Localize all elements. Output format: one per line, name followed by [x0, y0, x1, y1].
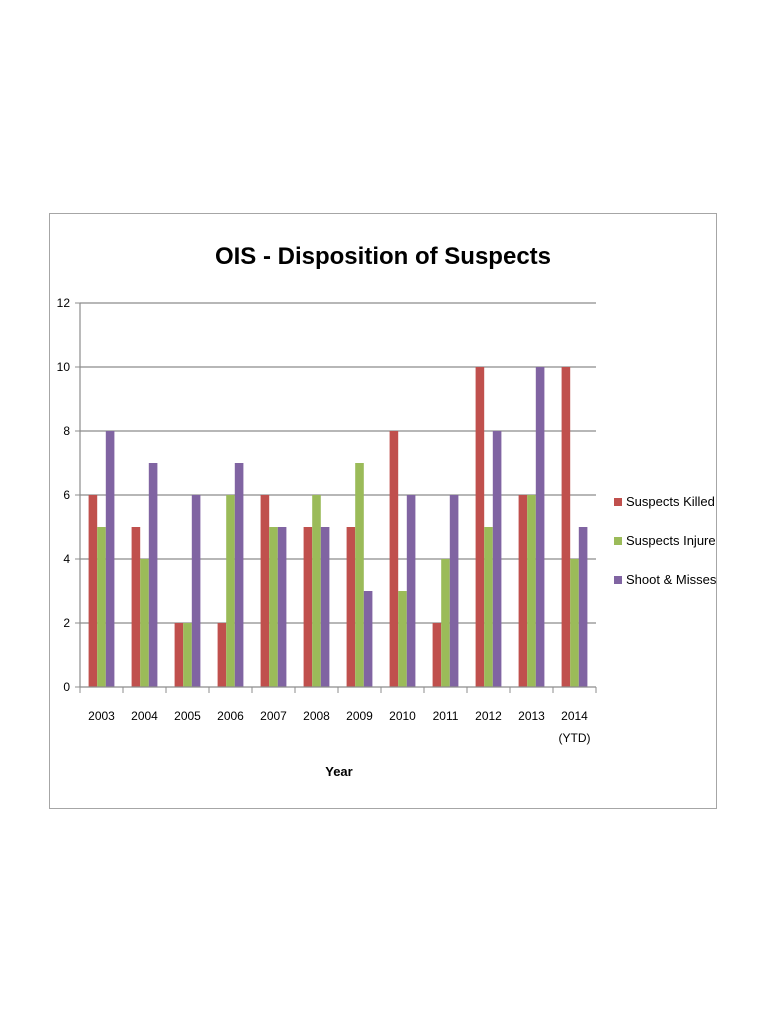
bars	[88, 367, 588, 687]
axes	[79, 303, 597, 693]
legend-swatch-suspects-injured	[614, 537, 622, 545]
x-tick-label: 2003	[88, 709, 115, 723]
chart-svg: OIS - Disposition of Suspects 024681012 …	[57, 243, 716, 779]
bar-suspects-injured-2014-YTD-	[570, 559, 579, 687]
bar-suspects-injured-2006	[226, 495, 235, 687]
bar-suspects-injured-2008	[312, 495, 321, 687]
x-tick-label: (YTD)	[559, 731, 591, 745]
bar-shoot-misses-2013	[535, 367, 545, 687]
y-tick-label: 0	[63, 680, 70, 694]
x-tick-label: 2010	[389, 709, 416, 723]
legend-swatch-suspects-killed	[614, 498, 622, 506]
y-tick-label: 6	[63, 488, 70, 502]
x-axis-title: Year	[325, 764, 352, 779]
y-tick-label: 8	[63, 424, 70, 438]
legend-swatch-shoot-misses	[614, 576, 622, 584]
x-axis-tick-labels: 2003 2004 2005 2006 2007 2008 2009 2010 2011 2012…	[88, 709, 590, 745]
bar-shoot-misses-2006	[234, 463, 244, 687]
bar-shoot-misses-2009	[363, 591, 373, 687]
y-axis-tick-labels: 0 2 4 6 8 10 12	[57, 296, 71, 694]
bar-suspects-killed-2007	[260, 495, 270, 687]
y-tick-label: 2	[63, 616, 70, 630]
bar-suspects-killed-2006	[217, 623, 227, 687]
bar-suspects-killed-2008	[303, 527, 313, 687]
bar-suspects-injured-2011	[441, 559, 450, 687]
x-tick-label: 2014	[561, 709, 588, 723]
legend-label: Suspects Killed	[626, 494, 715, 509]
bar-suspects-killed-2012	[475, 367, 485, 687]
x-tick-label: 2008	[303, 709, 330, 723]
bar-suspects-injured-2007	[269, 527, 278, 687]
bar-suspects-killed-2005	[174, 623, 184, 687]
x-tick-label: 2007	[260, 709, 287, 723]
bar-suspects-killed-2013	[518, 495, 528, 687]
bar-suspects-injured-2013	[527, 495, 536, 687]
y-tick-label: 4	[63, 552, 70, 566]
bar-shoot-misses-2008	[320, 527, 330, 687]
bar-suspects-injured-2010	[398, 591, 407, 687]
bar-suspects-killed-2003	[88, 495, 98, 687]
bar-suspects-injured-2004	[140, 559, 149, 687]
bar-shoot-misses-2011	[449, 495, 459, 687]
bar-shoot-misses-2004	[148, 463, 158, 687]
bar-shoot-misses-2010	[406, 495, 416, 687]
bar-shoot-misses-2007	[277, 527, 287, 687]
x-tick-label: 2013	[518, 709, 545, 723]
x-tick-label: 2005	[174, 709, 201, 723]
bar-suspects-killed-2014-YTD-	[561, 367, 571, 687]
chart-title: OIS - Disposition of Suspects	[215, 243, 551, 270]
x-tick-label: 2004	[131, 709, 158, 723]
bar-suspects-killed-2004	[131, 527, 141, 687]
legend-label: Suspects Injured	[626, 533, 716, 548]
gridlines	[75, 302, 596, 688]
x-tick-label: 2009	[346, 709, 373, 723]
bar-shoot-misses-2005	[191, 495, 201, 687]
bar-suspects-killed-2010	[389, 431, 399, 687]
x-tick-label: 2011	[433, 709, 459, 723]
bar-shoot-misses-2014-YTD-	[578, 527, 588, 687]
y-tick-label: 10	[57, 360, 71, 374]
bar-suspects-injured-2009	[355, 463, 364, 687]
x-tick-label: 2006	[217, 709, 244, 723]
y-tick-label: 12	[57, 296, 71, 310]
bar-shoot-misses-2003	[105, 431, 115, 687]
legend: Suspects Killed Suspects Injured Shoot & M…	[614, 494, 716, 587]
bar-suspects-injured-2005	[183, 623, 192, 687]
bar-suspects-killed-2011	[432, 623, 442, 687]
bar-suspects-injured-2003	[97, 527, 106, 687]
chart-frame: OIS - Disposition of Suspects 0 2 4 6 8 10 12 …	[49, 213, 717, 809]
x-tick-label: 2012	[475, 709, 502, 723]
bar-shoot-misses-2012	[492, 431, 502, 687]
bar-suspects-injured-2012	[484, 527, 493, 687]
bar-suspects-killed-2009	[346, 527, 356, 687]
legend-label: Shoot & Misses	[626, 572, 716, 587]
